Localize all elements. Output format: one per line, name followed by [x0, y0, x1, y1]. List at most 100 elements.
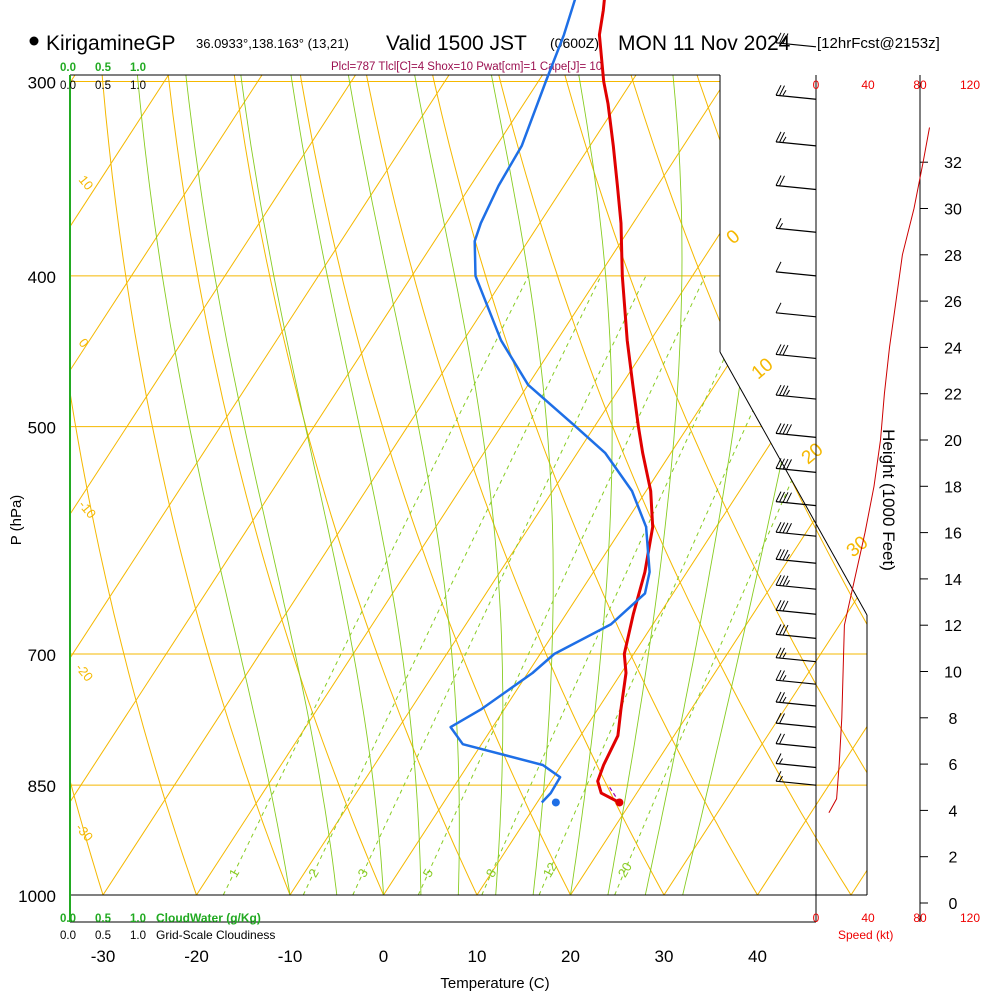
speed-top-2: 80: [913, 78, 927, 92]
surface-temperature-point: [615, 798, 624, 807]
wind-barb-flag: [779, 624, 785, 635]
wind-barb-flag: [782, 423, 789, 435]
forecast-info: [12hrFcst@2153z]: [817, 35, 940, 52]
temperature-tick-label: -20: [184, 947, 209, 966]
dry-adiabat-line: [527, 75, 867, 895]
mixing-ratio-label: 20: [615, 860, 635, 880]
wind-barb-flag: [779, 344, 785, 356]
wind-barb-flag: [779, 132, 785, 143]
wind-barb-shaft: [775, 227, 817, 233]
valid-time: Valid 1500 JST: [386, 32, 527, 55]
wind-barb-shaft: [775, 609, 817, 615]
background-lines: [70, 75, 867, 895]
site-coords: 36.0933°,138.163° (13,21): [196, 36, 349, 51]
height-tick-label: 16: [944, 526, 962, 543]
isotherm-line: [850, 75, 867, 895]
chart-header: KirigamineGP 36.0933°,138.163° (13,21) V…: [29, 32, 940, 73]
wind-barb-flag: [779, 491, 785, 503]
dry-adiabat-line: [70, 75, 209, 895]
wind-barb-flag: [775, 691, 782, 703]
pressure-tick-label: 400: [28, 268, 56, 287]
cloud-water-bottom-0: 0.0: [60, 913, 76, 925]
height-tick-label: 6: [949, 757, 958, 774]
dry-adiabat-line: [279, 75, 588, 895]
wind-barb-shaft: [775, 94, 817, 100]
wind-barb-shaft: [775, 679, 817, 685]
wind-speed-profile: [828, 127, 930, 813]
wind-barb-flag: [779, 175, 785, 187]
isotherm-label: 30: [843, 532, 873, 562]
wind-barb-shaft: [775, 501, 817, 507]
cloud-water-top-1: 0.5: [95, 62, 112, 74]
sounding-profiles: [449, 0, 655, 807]
wind-barb-flag: [775, 770, 782, 782]
isotherm-label: -20: [73, 660, 97, 684]
speed-top-3: 120: [960, 78, 980, 92]
wind-barb-flag: [775, 302, 782, 314]
height-tick-label: 20: [944, 433, 962, 450]
wind-barb-flag: [775, 733, 782, 744]
isotherm-line: [196, 75, 824, 895]
speed-bottom-0: 0: [813, 911, 820, 925]
speed-bottom-3: 120: [960, 911, 980, 925]
wind-barb-flag: [779, 692, 785, 703]
wind-barb-flag: [782, 549, 789, 561]
wind-barb-flag: [775, 548, 782, 560]
mixing-ratio-label: 2: [305, 866, 322, 880]
wind-barb-flag: [782, 522, 789, 534]
wind-barb-shaft: [775, 722, 817, 728]
wind-barb-flag: [779, 423, 785, 434]
isotherm-label: 20: [798, 439, 828, 469]
temperature-tick-label: 0: [379, 947, 388, 966]
pressure-tick-label: 500: [28, 419, 56, 438]
cloud-water-bottom-2: 1.0: [130, 913, 146, 925]
wind-barb-shaft: [775, 141, 817, 147]
wind-barb-flag: [779, 522, 785, 533]
isotherm-label: 10: [748, 354, 778, 384]
wind-barb-flag: [775, 384, 782, 396]
temperature-tick-label: -10: [278, 947, 303, 966]
speed-axis-label: Speed (kt): [838, 928, 893, 942]
wind-barb-half: [782, 136, 787, 143]
x-axis-title: Temperature (C): [440, 975, 549, 992]
stability-indices: Plcl=787 Tlcl[C]=4 Shox=10 Pwat[cm]=1 Ca…: [331, 61, 602, 73]
pressure-tick-label: 850: [28, 777, 56, 796]
wind-barb-flag: [786, 492, 792, 503]
wind-barb-flag: [779, 32, 785, 44]
wind-barb-shaft: [775, 657, 817, 663]
pressure-tick-label: 1000: [18, 887, 56, 906]
wind-barb-flag: [775, 712, 782, 724]
wind-barb-flag: [779, 85, 785, 96]
mixing-ratio-line: [222, 275, 529, 895]
site-name: KirigamineGP: [46, 32, 176, 55]
isotherm-line: [476, 75, 867, 895]
moist-adiabat-line: [557, 75, 613, 895]
speed-top-1: 40: [861, 78, 875, 92]
wind-barb-flag: [775, 131, 782, 143]
pressure-tick-label: 300: [28, 73, 56, 92]
isotherm-line: [70, 75, 76, 895]
mixing-ratio-line: [302, 275, 602, 895]
dry-adiabat-line: [465, 75, 867, 895]
wind-barb-flag: [775, 261, 782, 273]
axis-ticks: 2503004005007008501000-30-20-10010203040…: [18, 73, 962, 966]
wind-barb-flag: [775, 491, 782, 502]
wind-barb-flag: [782, 33, 789, 44]
wind-barb-half: [786, 389, 790, 396]
wind-barb-flag: [775, 669, 782, 681]
wind-barb-half: [779, 222, 783, 229]
valid-date: MON 11 Nov 2024: [618, 32, 791, 55]
wind-barb-shaft: [775, 780, 817, 786]
height-tick-label: 12: [944, 618, 962, 635]
wind-barb-flag: [779, 670, 785, 681]
wind-barb-shaft: [775, 184, 817, 191]
height-tick-label: 18: [944, 479, 962, 496]
mixing-ratio-label: 8: [483, 866, 500, 880]
mixing-ratio-label: 3: [355, 866, 372, 880]
wind-barb-flag: [782, 458, 789, 470]
wind-barb-half: [786, 579, 790, 586]
cloudiness-bottom-1: 0.5: [95, 930, 111, 942]
wind-barb-half: [782, 90, 787, 96]
pressure-tick-label: 700: [28, 646, 56, 665]
isotherm-label: 0: [76, 335, 92, 350]
